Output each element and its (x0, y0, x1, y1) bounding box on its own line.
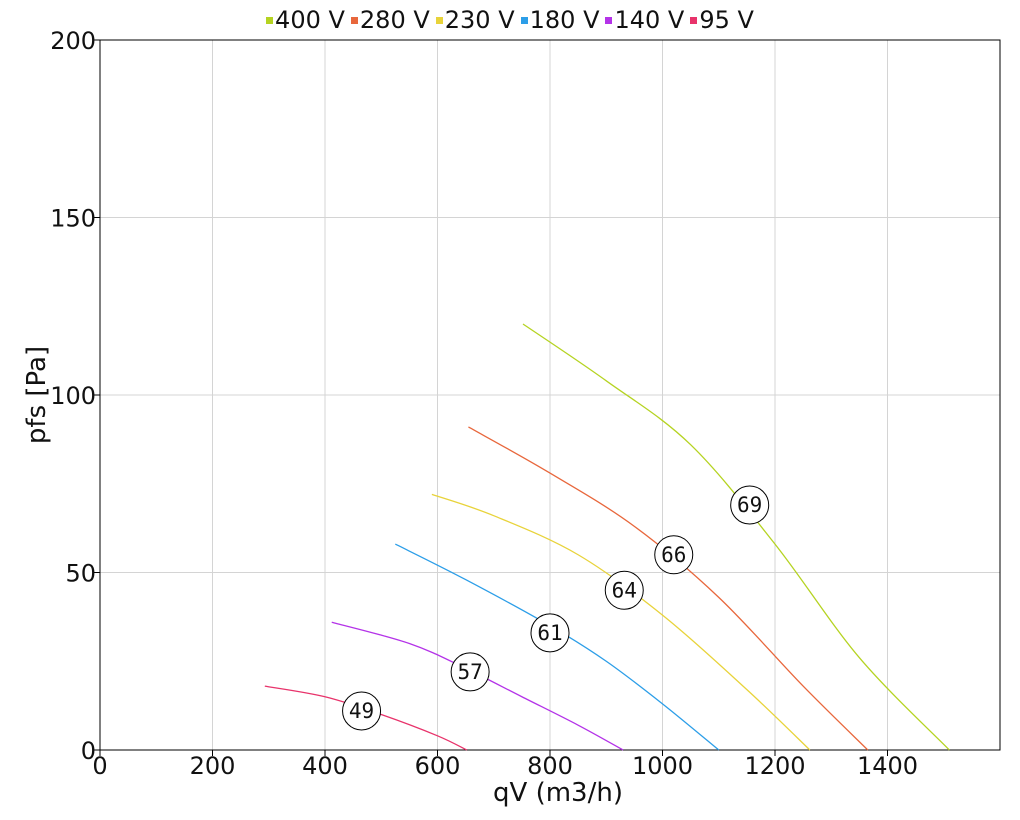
legend-label: 230 V (444, 6, 515, 34)
legend-item-230v[interactable]: 230 V (435, 6, 515, 34)
y-axis-title: pfs [Pa] (22, 346, 52, 444)
x-tick-label: 600 (415, 752, 461, 780)
x-tick-label: 1400 (857, 752, 918, 780)
marker-circle (730, 485, 770, 525)
marker-circle (654, 535, 694, 575)
legend-swatch (266, 16, 274, 24)
series-marker: 61 (530, 613, 570, 653)
marker-circle (604, 570, 644, 610)
marker-circle (450, 652, 490, 692)
x-tick-label: 1200 (744, 752, 805, 780)
x-tick-label: 800 (527, 752, 573, 780)
series-marker: 57 (450, 652, 490, 692)
series-curves (264, 323, 950, 751)
series-marker: 64 (604, 570, 644, 610)
series-marker: 69 (730, 485, 770, 525)
marker-label: 69 (737, 493, 762, 517)
legend-item-140v[interactable]: 140 V (605, 6, 684, 34)
legend-item-95v[interactable]: 95 V (690, 6, 754, 34)
x-tick-label: 1000 (632, 752, 693, 780)
x-axis-title: qV (m3/h) (493, 778, 623, 808)
series-line (264, 685, 468, 751)
marker-label: 66 (661, 543, 686, 567)
x-tick-label: 200 (190, 752, 236, 780)
x-tick-label: 400 (302, 752, 348, 780)
series-line (522, 323, 950, 751)
series-marker: 49 (342, 691, 382, 731)
y-tick-label: 150 (50, 205, 96, 233)
legend-label: 400 V (275, 6, 345, 34)
series-line (331, 621, 624, 751)
legend-label: 140 V (614, 6, 685, 34)
legend-swatch (605, 16, 613, 24)
x-tick-label: 0 (92, 752, 107, 780)
series-line (395, 543, 720, 751)
legend-swatch (435, 16, 443, 24)
series-markers: 69 66 64 61 57 49 (342, 485, 770, 731)
y-tick-label: 200 (50, 27, 96, 55)
series-line (431, 493, 811, 751)
legend-label: 280 V (359, 6, 430, 34)
marker-circle (530, 613, 570, 653)
series-marker: 66 (654, 535, 694, 575)
legend-swatch (350, 16, 358, 24)
legend-item-280v[interactable]: 280 V (350, 6, 430, 34)
legend-swatch (520, 16, 528, 24)
legend-item-180v[interactable]: 180 V (520, 6, 600, 34)
y-tick-label: 50 (65, 560, 96, 588)
marker-label: 57 (457, 660, 482, 684)
y-tick-label: 0 (81, 737, 96, 765)
grid-lines (100, 40, 1000, 750)
y-tick-label: 100 (50, 382, 96, 410)
chart-legend: 400 V 280 V 230 V 180 V 140 V 95 V (0, 6, 1020, 34)
legend-swatch (690, 16, 698, 24)
marker-label: 64 (612, 578, 637, 602)
marker-label: 61 (537, 621, 562, 645)
marker-circle (342, 691, 382, 731)
legend-label: 95 V (699, 6, 754, 34)
y-axis-ticks: 0 50 100 150 200 (50, 27, 100, 765)
x-axis-ticks: 0 200 400 600 800 1000 1200 1400 (92, 750, 918, 780)
marker-label: 49 (349, 699, 374, 723)
legend-label: 180 V (529, 6, 600, 34)
legend-item-400v[interactable]: 400 V (266, 6, 345, 34)
